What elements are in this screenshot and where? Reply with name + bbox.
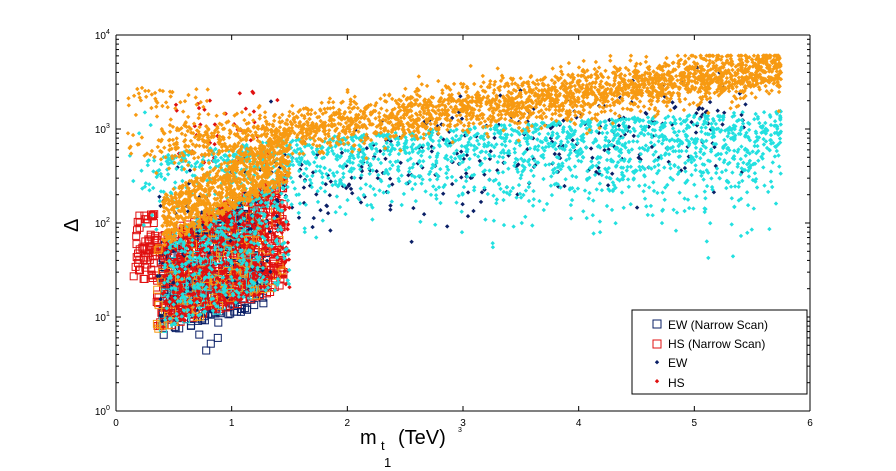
ew-point: [689, 119, 694, 125]
hs-narrow-point: [131, 262, 140, 271]
ew-point: [188, 264, 193, 269]
ew-narrow-point: [259, 299, 268, 308]
hs-narrow-point: [147, 210, 155, 219]
ew-point: [157, 194, 162, 199]
ew-point: [310, 170, 316, 175]
ew-point: [737, 91, 742, 96]
ew-point: [409, 239, 414, 244]
hs-narrow-point: [147, 212, 156, 221]
ew-narrow-point: [243, 305, 252, 314]
ew-narrow-point: [186, 321, 195, 330]
ew-point: [398, 160, 403, 165]
ew-narrow-point: [159, 330, 168, 339]
ew-point: [390, 182, 395, 187]
ew-narrow-point: [213, 333, 222, 342]
ew-narrow-point: [202, 346, 211, 355]
hs-narrow-point: [143, 260, 152, 269]
hs-narrow-point: [132, 240, 141, 249]
ew-point: [359, 164, 364, 170]
ew-point: [159, 318, 165, 324]
hs-narrow-point: [147, 271, 156, 280]
ew-narrow-point: [206, 339, 215, 348]
hs-narrow-point: [153, 299, 162, 308]
hs-narrow-point: [173, 308, 182, 317]
orange-narrow-point: [153, 246, 162, 255]
hs-narrow-point: [146, 232, 155, 241]
hs-narrow-point: [154, 293, 163, 302]
orange-narrow-point: [154, 301, 163, 310]
hs-narrow-point: [150, 231, 159, 240]
ew-point: [158, 203, 163, 209]
hs-narrow-point: [150, 245, 159, 254]
hs-narrow-point: [132, 231, 141, 240]
hs-narrow-point: [250, 205, 259, 214]
orange-narrow-point: [153, 285, 162, 294]
ew-narrow-point: [236, 307, 245, 316]
hs-narrow-point: [133, 226, 141, 235]
ew-point: [296, 215, 302, 220]
hs-narrow-point: [129, 272, 138, 281]
hs-narrow-point: [139, 244, 148, 253]
ew-narrow-point: [195, 330, 204, 339]
orange-narrow-point: [155, 244, 164, 253]
ew-point: [588, 146, 594, 151]
ew-point: [358, 200, 364, 205]
hs-narrow-point: [135, 223, 144, 232]
ew-narrow-point: [214, 318, 223, 327]
hs-narrow-point: [134, 249, 142, 258]
data-points: [125, 53, 784, 355]
hs-narrow-point: [139, 274, 148, 283]
